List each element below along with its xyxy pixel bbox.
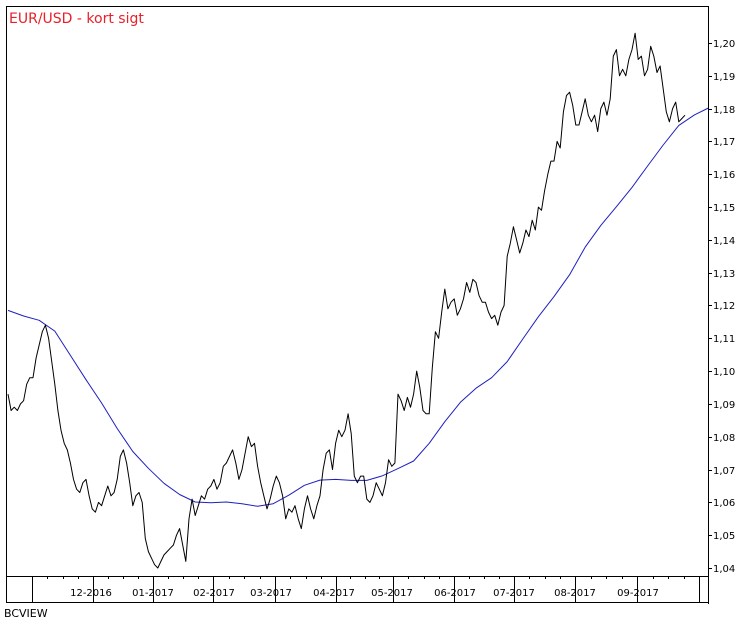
y-axis-ticks: 1,04 1,05 1,06 1,07 1,08 1,09 1,10 1,11 1,12 1,13… — [708, 39, 735, 575]
x-tick-label: 06-2017 — [434, 588, 476, 599]
y-tick-label: 1,14 — [713, 236, 735, 247]
x-tick-label: 01-2017 — [132, 588, 174, 599]
y-tick-label: 1,17 — [713, 137, 735, 148]
y-tick-label: 1,20 — [713, 39, 735, 50]
y-tick-label: 1,06 — [713, 498, 735, 509]
x-tick-label: 07-2017 — [493, 588, 535, 599]
y-tick-label: 1,07 — [713, 466, 735, 477]
y-tick-label: 1,10 — [713, 367, 735, 378]
y-tick-label: 1,11 — [713, 334, 735, 345]
x-axis-ticks: 12-2016 01-2017 02-2017 03-2017 04-2017 05-20… — [32, 576, 700, 603]
y-tick-label: 1,16 — [713, 170, 735, 181]
chart-title: EUR/USD - kort sigt — [9, 11, 144, 27]
y-tick-label: 1,08 — [713, 433, 735, 444]
price-series-line — [7, 32, 686, 569]
y-tick-label: 1,18 — [713, 105, 735, 116]
x-tick-label: 08-2017 — [554, 588, 596, 599]
y-tick-label: 1,09 — [713, 400, 735, 411]
y-tick-label: 1,13 — [713, 269, 735, 280]
y-tick-label: 1,04 — [713, 564, 735, 575]
x-tick-label: 05-2017 — [371, 588, 413, 599]
y-tick-label: 1,05 — [713, 531, 735, 542]
x-tick-label: 09-2017 — [617, 588, 659, 599]
x-tick-label: 02-2017 — [193, 588, 235, 599]
y-tick-label: 1,19 — [713, 72, 735, 83]
x-tick-label: 03-2017 — [250, 588, 292, 599]
x-tick-label: 04-2017 — [313, 588, 355, 599]
y-tick-label: 1,12 — [713, 301, 735, 312]
x-tick-label: 12-2016 — [70, 588, 112, 599]
y-tick-label: 1,15 — [713, 203, 735, 214]
series-layer — [7, 32, 709, 569]
footer-source: BCVIEW — [4, 607, 48, 620]
